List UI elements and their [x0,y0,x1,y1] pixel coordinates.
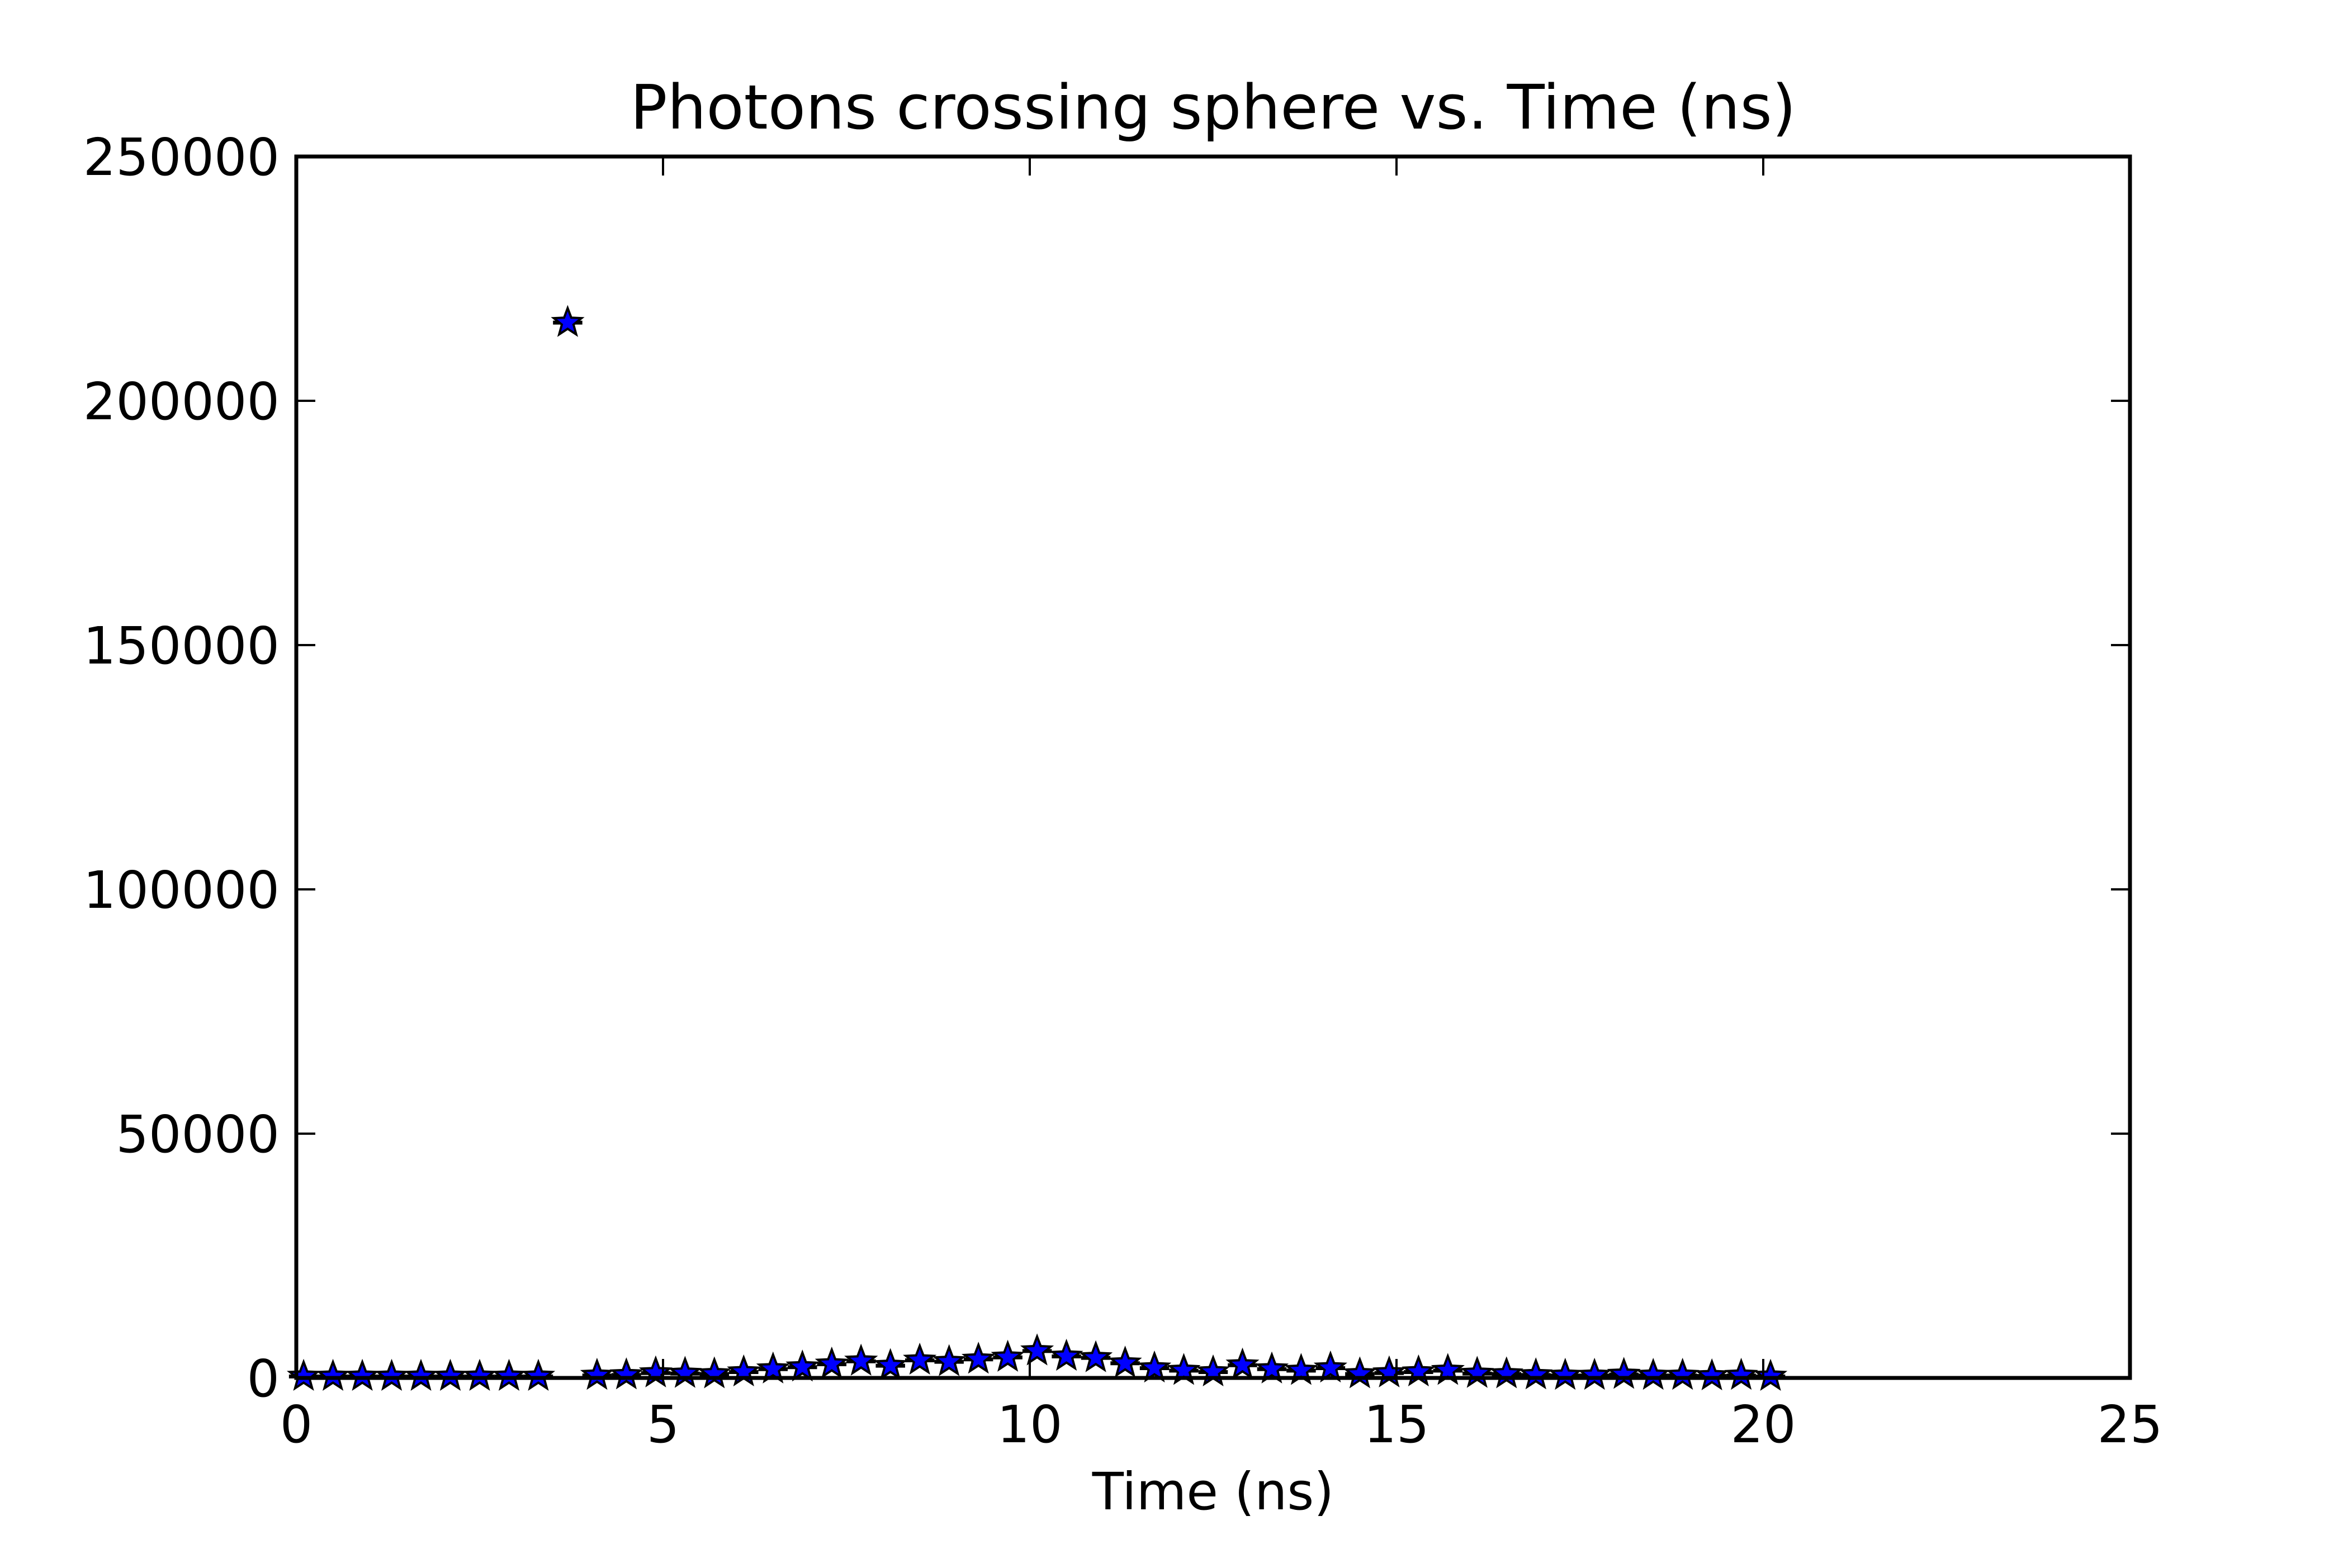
data-point-star [1489,1356,1523,1389]
data-point-star [1665,1357,1700,1390]
data-point-star [991,1339,1025,1372]
data-point-star [756,1351,790,1384]
x-tick-label: 25 [2097,1395,2162,1455]
data-point-star [1724,1357,1758,1390]
data-point-star [609,1357,643,1390]
ticks-layer: 0 5 10 15 20 25 0 50000 100000 150000 200000 250000 [83,127,2163,1455]
data-point-star [375,1358,409,1391]
data-point-star [1225,1347,1260,1380]
data-layer [287,305,1788,1391]
data-point-star [433,1358,467,1391]
x-tick-label: 5 [647,1395,680,1455]
data-point-star [492,1358,526,1391]
data-point-star [1754,1358,1788,1391]
data-point-star [345,1358,380,1391]
data-point-star [815,1346,849,1379]
data-point-star [1313,1350,1347,1383]
data-point-star [316,1358,350,1391]
y-tick-label: 150000 [83,616,280,676]
data-point-star [1636,1357,1670,1390]
y-tick-label: 250000 [83,127,280,187]
data-point-star [697,1356,731,1389]
y-tick-label: 0 [247,1349,280,1409]
data-point-star [1607,1357,1641,1389]
x-tick-label: 10 [997,1395,1062,1455]
data-point-star [551,305,585,337]
data-point-star [1255,1351,1289,1384]
data-point-star [462,1358,497,1391]
data-point-star [521,1358,556,1391]
data-point-star [1343,1356,1377,1389]
data-point-star [962,1342,996,1374]
data-point-star [1049,1338,1083,1371]
data-point-star [1578,1357,1612,1390]
data-point-star [1108,1346,1142,1378]
data-point-star [1519,1357,1553,1390]
data-point-star [903,1342,937,1375]
data-point-star [844,1343,878,1376]
y-tick-label: 200000 [83,372,280,432]
x-tick-label: 20 [1730,1395,1796,1455]
data-point-star [404,1358,438,1391]
x-tick-label: 0 [280,1395,313,1455]
data-point-star [932,1344,966,1376]
data-point-star [1020,1333,1054,1366]
plot-frame [294,154,2132,1380]
x-axis-label: Time (ns) [1092,1462,1334,1522]
data-point-star [873,1348,907,1380]
data-point-star [580,1357,614,1390]
y-tick-label: 50000 [116,1105,280,1164]
chart-title: Photons crossing sphere vs. Time (ns) [630,72,1796,143]
data-point-star [1079,1340,1113,1372]
x-tick-label: 15 [1364,1395,1429,1455]
data-point-star [1137,1350,1172,1383]
data-point-star [1548,1357,1582,1390]
y-tick-label: 100000 [83,860,280,920]
data-point-star [785,1349,820,1382]
data-point-star [287,1358,321,1391]
data-point-star [1695,1358,1729,1391]
